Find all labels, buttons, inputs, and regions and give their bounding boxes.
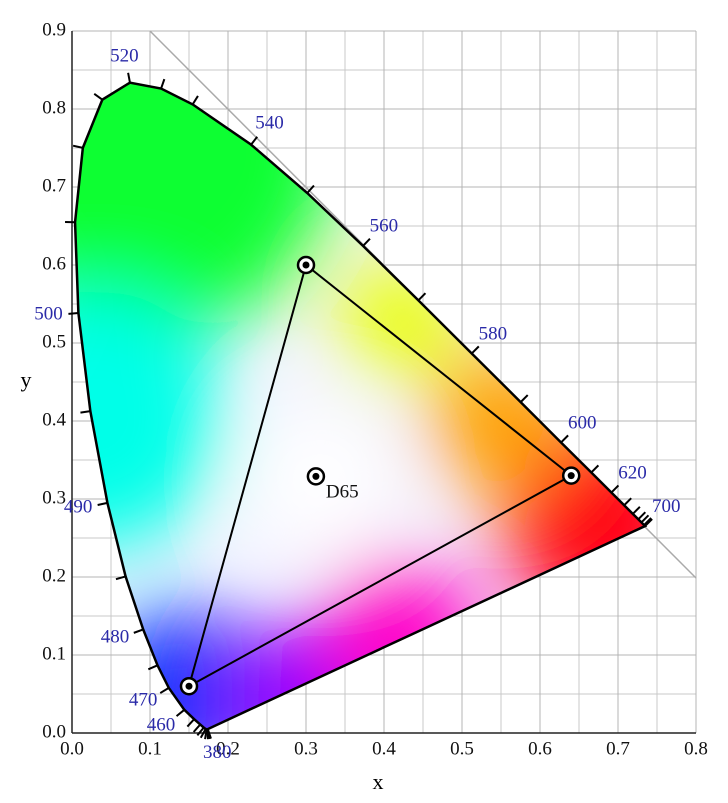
locus-tick: [72, 144, 84, 149]
locus-tick: [560, 434, 569, 444]
wavelength-label: 700: [652, 496, 681, 517]
x-tick-label: 0.6: [528, 738, 552, 759]
blob: [75, 290, 225, 550]
white-point-dot: [312, 472, 320, 480]
wavelength-label: 460: [147, 715, 176, 736]
x-tick-label: 0.1: [138, 738, 162, 759]
locus-tick: [471, 345, 480, 355]
locus-tick: [97, 501, 108, 506]
locus-tick: [133, 628, 144, 634]
x-tick-label: 0.5: [450, 738, 474, 759]
locus-tick: [610, 484, 620, 494]
blob: [340, 260, 460, 380]
locus-tick: [250, 136, 258, 146]
locus-tick: [115, 575, 126, 581]
locus-tick: [637, 511, 647, 520]
wavelength-label: 470: [129, 690, 158, 711]
locus-tick: [147, 664, 158, 671]
y-tick-label: 0.0: [42, 721, 66, 742]
locus-tick: [192, 723, 201, 733]
locus-tick: [199, 728, 207, 739]
locus-tick: [306, 184, 315, 194]
locus-tick: [160, 78, 166, 89]
wavelength-label: 380: [203, 742, 232, 763]
wavelength-label: 620: [618, 462, 647, 483]
locus-tick: [204, 729, 208, 740]
locus-tick: [643, 517, 652, 526]
y-tick-label: 0.6: [42, 253, 66, 274]
x-axis-label: x: [373, 769, 384, 794]
primary-marker-dot: [567, 472, 575, 480]
y-tick-label: 0.4: [42, 409, 66, 430]
primary-marker-dot: [302, 261, 310, 269]
locus-tick: [93, 92, 103, 101]
white-point-label: D65: [326, 482, 359, 503]
x-tick-label: 0.3: [294, 738, 318, 759]
x-tick-label: 0.2: [216, 738, 240, 759]
locus-tick: [68, 312, 79, 315]
y-tick-label: 0.5: [42, 331, 66, 352]
locus-tick: [640, 514, 650, 524]
y-tick-label: 0.7: [42, 175, 66, 196]
gamut-triangle: [187, 263, 573, 689]
locus-tick: [623, 497, 632, 506]
wavelength-label: 600: [568, 412, 597, 433]
wavelength-label: 560: [370, 216, 399, 237]
x-tick-label: 0.7: [606, 738, 630, 759]
locus-tick: [417, 292, 427, 302]
locus-tick: [362, 238, 371, 247]
blob: [75, 82, 340, 340]
wavelength-label: 540: [255, 112, 284, 133]
locus-tick: [632, 506, 641, 515]
y-tick-label: 0.8: [42, 97, 66, 118]
spectral-locus: [73, 81, 648, 731]
locus-tick: [159, 687, 170, 694]
y-tick-label: 0.1: [42, 643, 66, 664]
locus-tick: [191, 95, 199, 105]
locus-tick: [175, 709, 185, 717]
wavelength-label: 490: [64, 497, 93, 518]
y-axis-label: y: [21, 367, 32, 392]
y-tick-label: 0.9: [42, 19, 66, 40]
x-tick-label: 0.0: [60, 738, 84, 759]
wavelength-label: 580: [479, 323, 508, 344]
wavelength-label: 500: [34, 304, 63, 325]
primary-marker-dot: [185, 682, 193, 690]
locus-tick: [590, 464, 600, 474]
y-tick-label: 0.3: [42, 487, 66, 508]
locus-tick: [519, 394, 529, 403]
x-tick-label: 0.4: [372, 738, 396, 759]
wavelength-label: 520: [110, 45, 139, 66]
locus-tick: [186, 718, 195, 728]
locus-tick: [644, 518, 653, 527]
locus-tick: [80, 410, 91, 414]
wavelength-label: 480: [101, 627, 130, 648]
y-tick-label: 0.2: [42, 565, 66, 586]
locus-tick: [196, 726, 205, 736]
locus-tick: [127, 72, 131, 83]
x-tick-label: 0.8: [684, 738, 708, 759]
